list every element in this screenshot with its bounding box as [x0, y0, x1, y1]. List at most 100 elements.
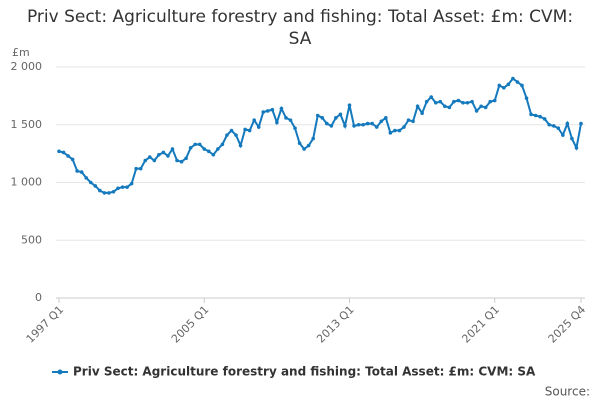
point — [388, 131, 393, 135]
point — [284, 116, 288, 120]
point — [216, 147, 220, 151]
point — [370, 121, 375, 126]
point — [302, 147, 306, 151]
y-tick-label: 1 000 — [11, 176, 43, 189]
point — [75, 169, 79, 173]
y-tick-label: 1 500 — [11, 118, 43, 131]
point — [184, 156, 188, 161]
point — [116, 186, 120, 191]
point — [188, 146, 193, 150]
point — [542, 117, 547, 121]
point — [415, 104, 420, 109]
point — [547, 122, 552, 127]
point — [315, 113, 320, 118]
point — [420, 111, 424, 115]
point — [520, 83, 524, 88]
point — [220, 142, 225, 147]
y-tick-label: 0 — [35, 291, 42, 304]
x-tick-label: 2021 Q1 — [459, 303, 502, 346]
point — [57, 149, 61, 154]
point — [320, 116, 325, 120]
point — [93, 184, 98, 188]
point — [79, 170, 84, 174]
point — [234, 133, 238, 137]
point — [465, 101, 470, 105]
point — [175, 158, 179, 163]
point — [197, 142, 202, 147]
point — [483, 105, 488, 110]
point — [84, 176, 89, 180]
point — [107, 191, 111, 195]
legend-marker — [57, 369, 63, 375]
point — [479, 104, 483, 109]
point — [225, 133, 229, 137]
x-tick-label: 2005 Q1 — [169, 303, 212, 346]
point — [474, 109, 479, 113]
point — [125, 185, 129, 189]
point — [120, 185, 125, 189]
point — [243, 127, 247, 132]
point — [384, 116, 388, 120]
point — [429, 95, 434, 99]
point — [570, 136, 574, 141]
point — [311, 136, 315, 141]
point — [179, 159, 184, 164]
point — [438, 99, 443, 104]
point — [561, 133, 565, 137]
point — [456, 98, 461, 103]
point — [452, 99, 456, 104]
point — [270, 107, 275, 112]
point — [293, 126, 297, 131]
point — [102, 191, 107, 195]
point — [470, 99, 474, 104]
point — [443, 104, 447, 109]
point — [157, 152, 161, 157]
point — [411, 119, 415, 124]
point — [325, 121, 329, 126]
point — [88, 180, 93, 185]
point — [297, 141, 302, 146]
point — [393, 128, 397, 133]
point — [515, 80, 520, 84]
point — [424, 99, 429, 104]
point — [488, 99, 493, 104]
point — [98, 188, 102, 193]
point — [329, 124, 334, 128]
point — [61, 150, 66, 155]
point — [211, 152, 216, 157]
point — [134, 166, 138, 171]
point — [70, 157, 75, 162]
point — [279, 106, 284, 111]
point — [361, 122, 365, 127]
point — [252, 118, 256, 122]
point — [152, 158, 157, 163]
point — [506, 82, 511, 87]
line — [58, 77, 582, 194]
point — [565, 121, 570, 126]
x-tick-label: 2025 Q4 — [546, 303, 589, 346]
point — [352, 124, 356, 128]
point — [538, 114, 542, 119]
point — [556, 126, 561, 131]
point — [524, 96, 529, 100]
point — [447, 105, 452, 110]
point — [433, 101, 438, 105]
point — [529, 112, 533, 117]
point — [170, 147, 175, 151]
point — [334, 116, 338, 120]
point — [202, 147, 207, 151]
point — [143, 158, 148, 163]
point — [533, 113, 538, 118]
point — [497, 83, 502, 88]
point — [397, 128, 402, 133]
point — [343, 124, 347, 128]
point — [511, 76, 515, 81]
point — [502, 85, 506, 90]
x-tick-label: 2013 Q1 — [314, 303, 357, 346]
point — [306, 143, 311, 148]
point — [579, 121, 583, 126]
point — [206, 149, 211, 154]
point — [338, 112, 343, 117]
point — [406, 118, 411, 122]
